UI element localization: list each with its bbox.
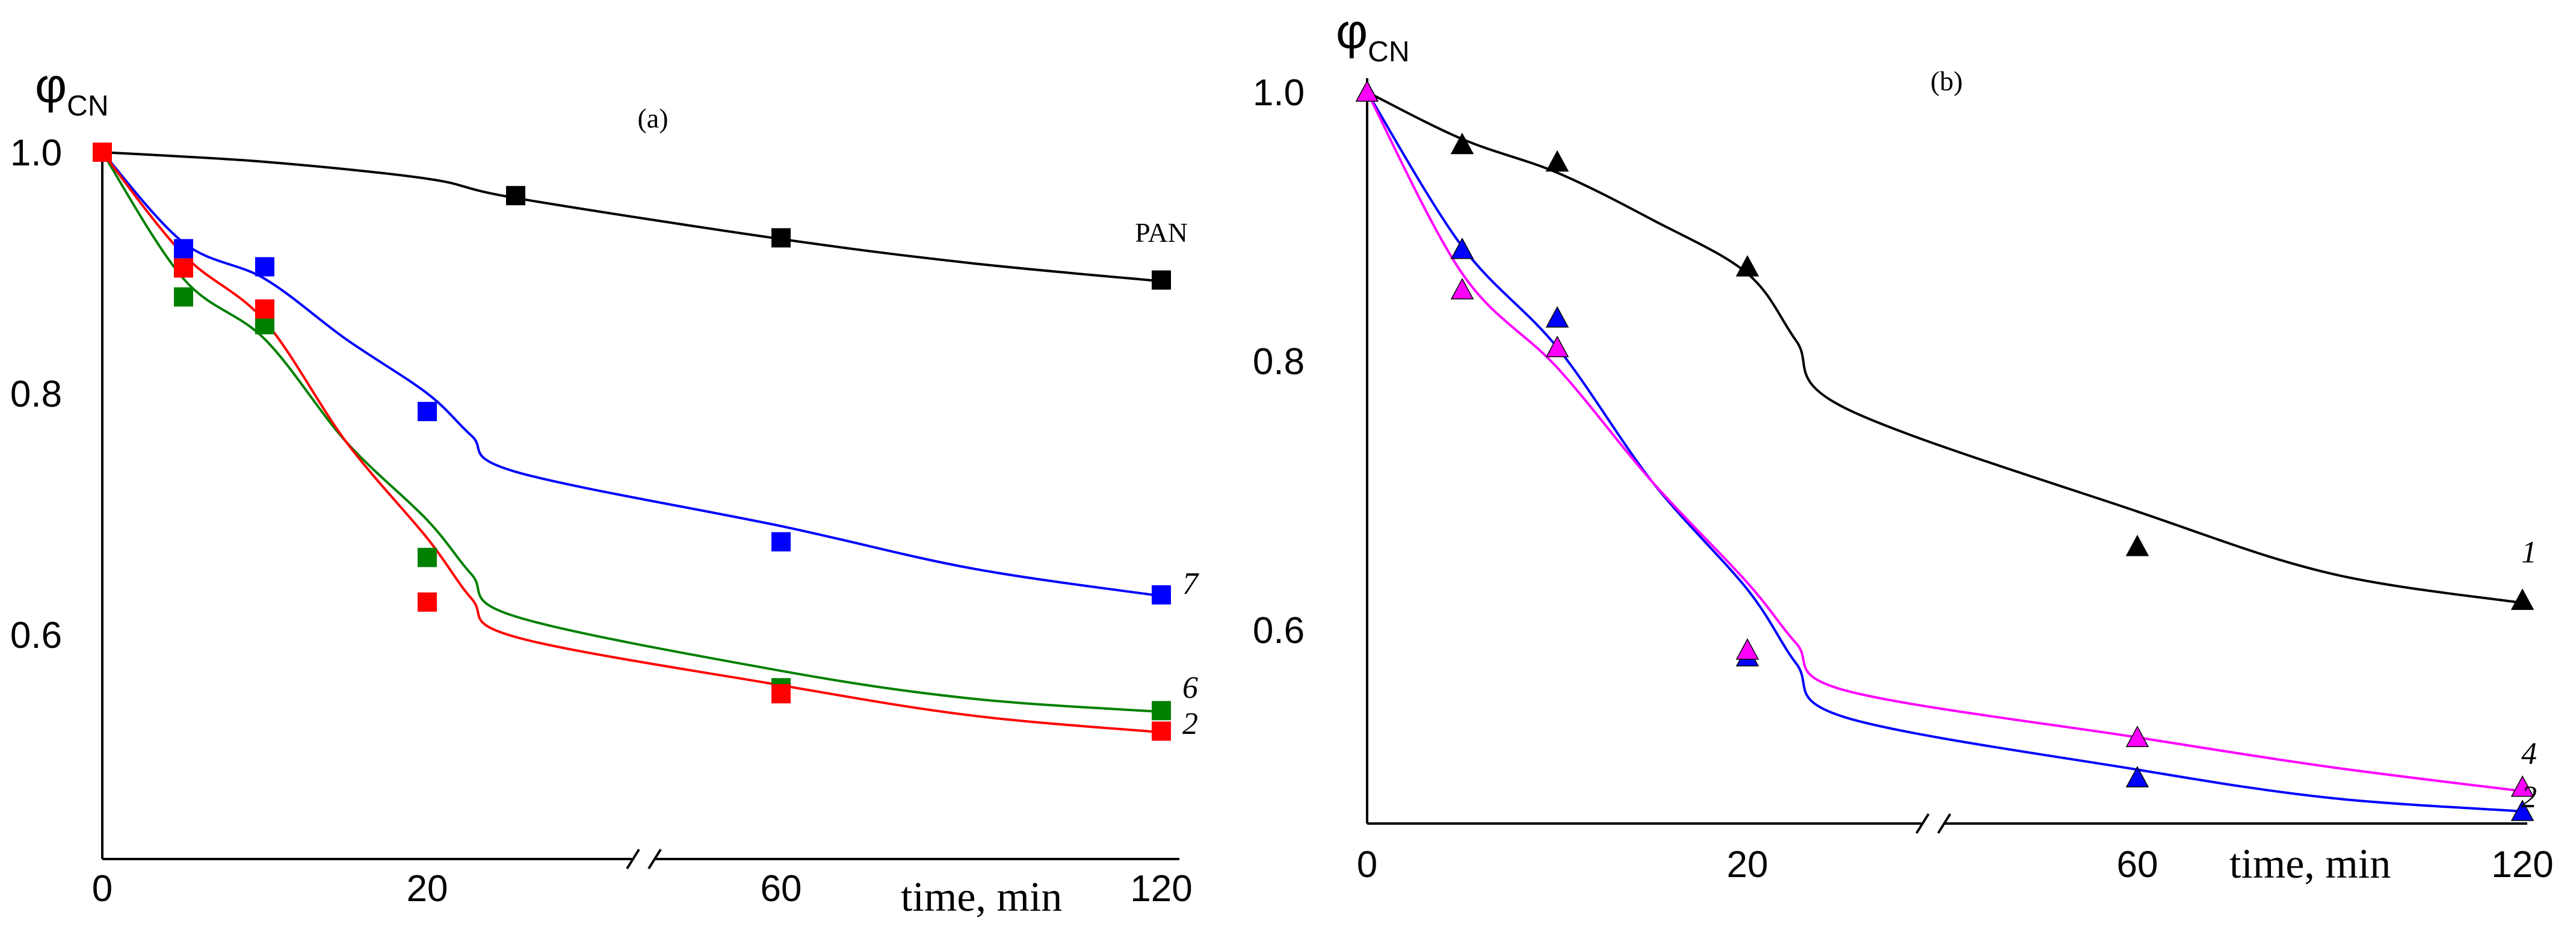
- series-2-curve: [101, 151, 1162, 734]
- series-7-point: [255, 257, 274, 277]
- series-6-point: [418, 547, 437, 567]
- series-6-curve: [101, 151, 1162, 713]
- series-4-point: [2125, 725, 2149, 747]
- series-PAN-point: [1152, 270, 1171, 290]
- x-tick-label: 20: [407, 868, 448, 910]
- series-4-point: [1735, 638, 1759, 660]
- series-label: 2: [2521, 780, 2537, 815]
- x-tick-label: 60: [2117, 844, 2158, 885]
- series-4-point: [2510, 775, 2534, 797]
- series-2-point: [93, 143, 112, 162]
- x-tick-label: 20: [1727, 844, 1768, 885]
- series-2-point: [418, 592, 437, 612]
- series-2-point: [255, 299, 274, 319]
- series-label: PAN: [1135, 217, 1188, 248]
- panel-label: (b): [1930, 66, 1963, 96]
- x-tick-label: 60: [761, 868, 802, 910]
- series-2-point: [174, 258, 193, 278]
- series-6-point: [1152, 701, 1171, 721]
- series-label: 7: [1182, 567, 1199, 601]
- series-1-point: [2125, 534, 2149, 556]
- series-1-point: [1735, 254, 1759, 277]
- y-tick-label: 1.0: [1253, 72, 1305, 114]
- y-tick-label: 0.8: [1253, 341, 1305, 383]
- series-label: 2: [1182, 707, 1198, 741]
- series-7-curve: [101, 151, 1162, 597]
- series-4-point: [1545, 336, 1569, 357]
- series-1-point: [2510, 588, 2534, 610]
- series-1-point: [1450, 132, 1474, 155]
- x-axis-label: time, min: [901, 874, 1062, 920]
- series-label: 6: [1182, 671, 1198, 705]
- panel-label: (a): [637, 103, 668, 134]
- series-2-point: [2510, 799, 2534, 821]
- series-1-curve: [1367, 91, 2523, 605]
- series-1-point: [1545, 150, 1569, 172]
- series-7-point: [174, 239, 193, 259]
- series-2-point: [2125, 766, 2149, 787]
- series-4-point: [1355, 80, 1379, 102]
- series-label: 4: [2521, 737, 2537, 771]
- series-7-point: [771, 532, 791, 552]
- y-axis-label: φCN: [35, 58, 109, 122]
- series-2-point: [1450, 237, 1474, 259]
- series-PAN-point: [771, 228, 791, 248]
- series-7-point: [1152, 585, 1171, 605]
- x-tick-label: 0: [1357, 844, 1377, 885]
- series-label: 1: [2521, 535, 2537, 570]
- y-tick-label: 1.0: [10, 132, 62, 174]
- series-2-curve: [1366, 91, 2523, 813]
- panel-b: (b) φCN time, min 1.0 0.8 0.6 0 20 60 120 1 2 4: [1253, 4, 2554, 887]
- series-4-curve: [1366, 91, 2523, 793]
- series-2-point: [1545, 306, 1569, 328]
- panel-a: (a) φCN time, min 1.0 0.8 0.6 0 20 60 120 PAN…: [10, 58, 1199, 920]
- series-6-point: [174, 287, 193, 307]
- x-tick-label: 0: [92, 868, 113, 910]
- series-PAN-curve: [102, 151, 1162, 283]
- series-2-point: [1152, 721, 1171, 741]
- y-tick-label: 0.8: [10, 374, 62, 415]
- y-axis-label: φCN: [1336, 4, 1410, 68]
- x-axis-label: time, min: [2229, 841, 2391, 887]
- axis-break-mark: [626, 848, 662, 870]
- axis-break-mark: [1915, 813, 1951, 834]
- x-tick-label: 120: [2491, 844, 2553, 885]
- series-2-point: [771, 684, 791, 704]
- series-4-point: [1450, 277, 1474, 300]
- series-PAN-point: [506, 186, 525, 206]
- y-tick-label: 0.6: [10, 615, 62, 656]
- series-7-point: [418, 402, 437, 422]
- y-tick-label: 0.6: [1253, 610, 1305, 651]
- x-tick-label: 120: [1130, 868, 1192, 910]
